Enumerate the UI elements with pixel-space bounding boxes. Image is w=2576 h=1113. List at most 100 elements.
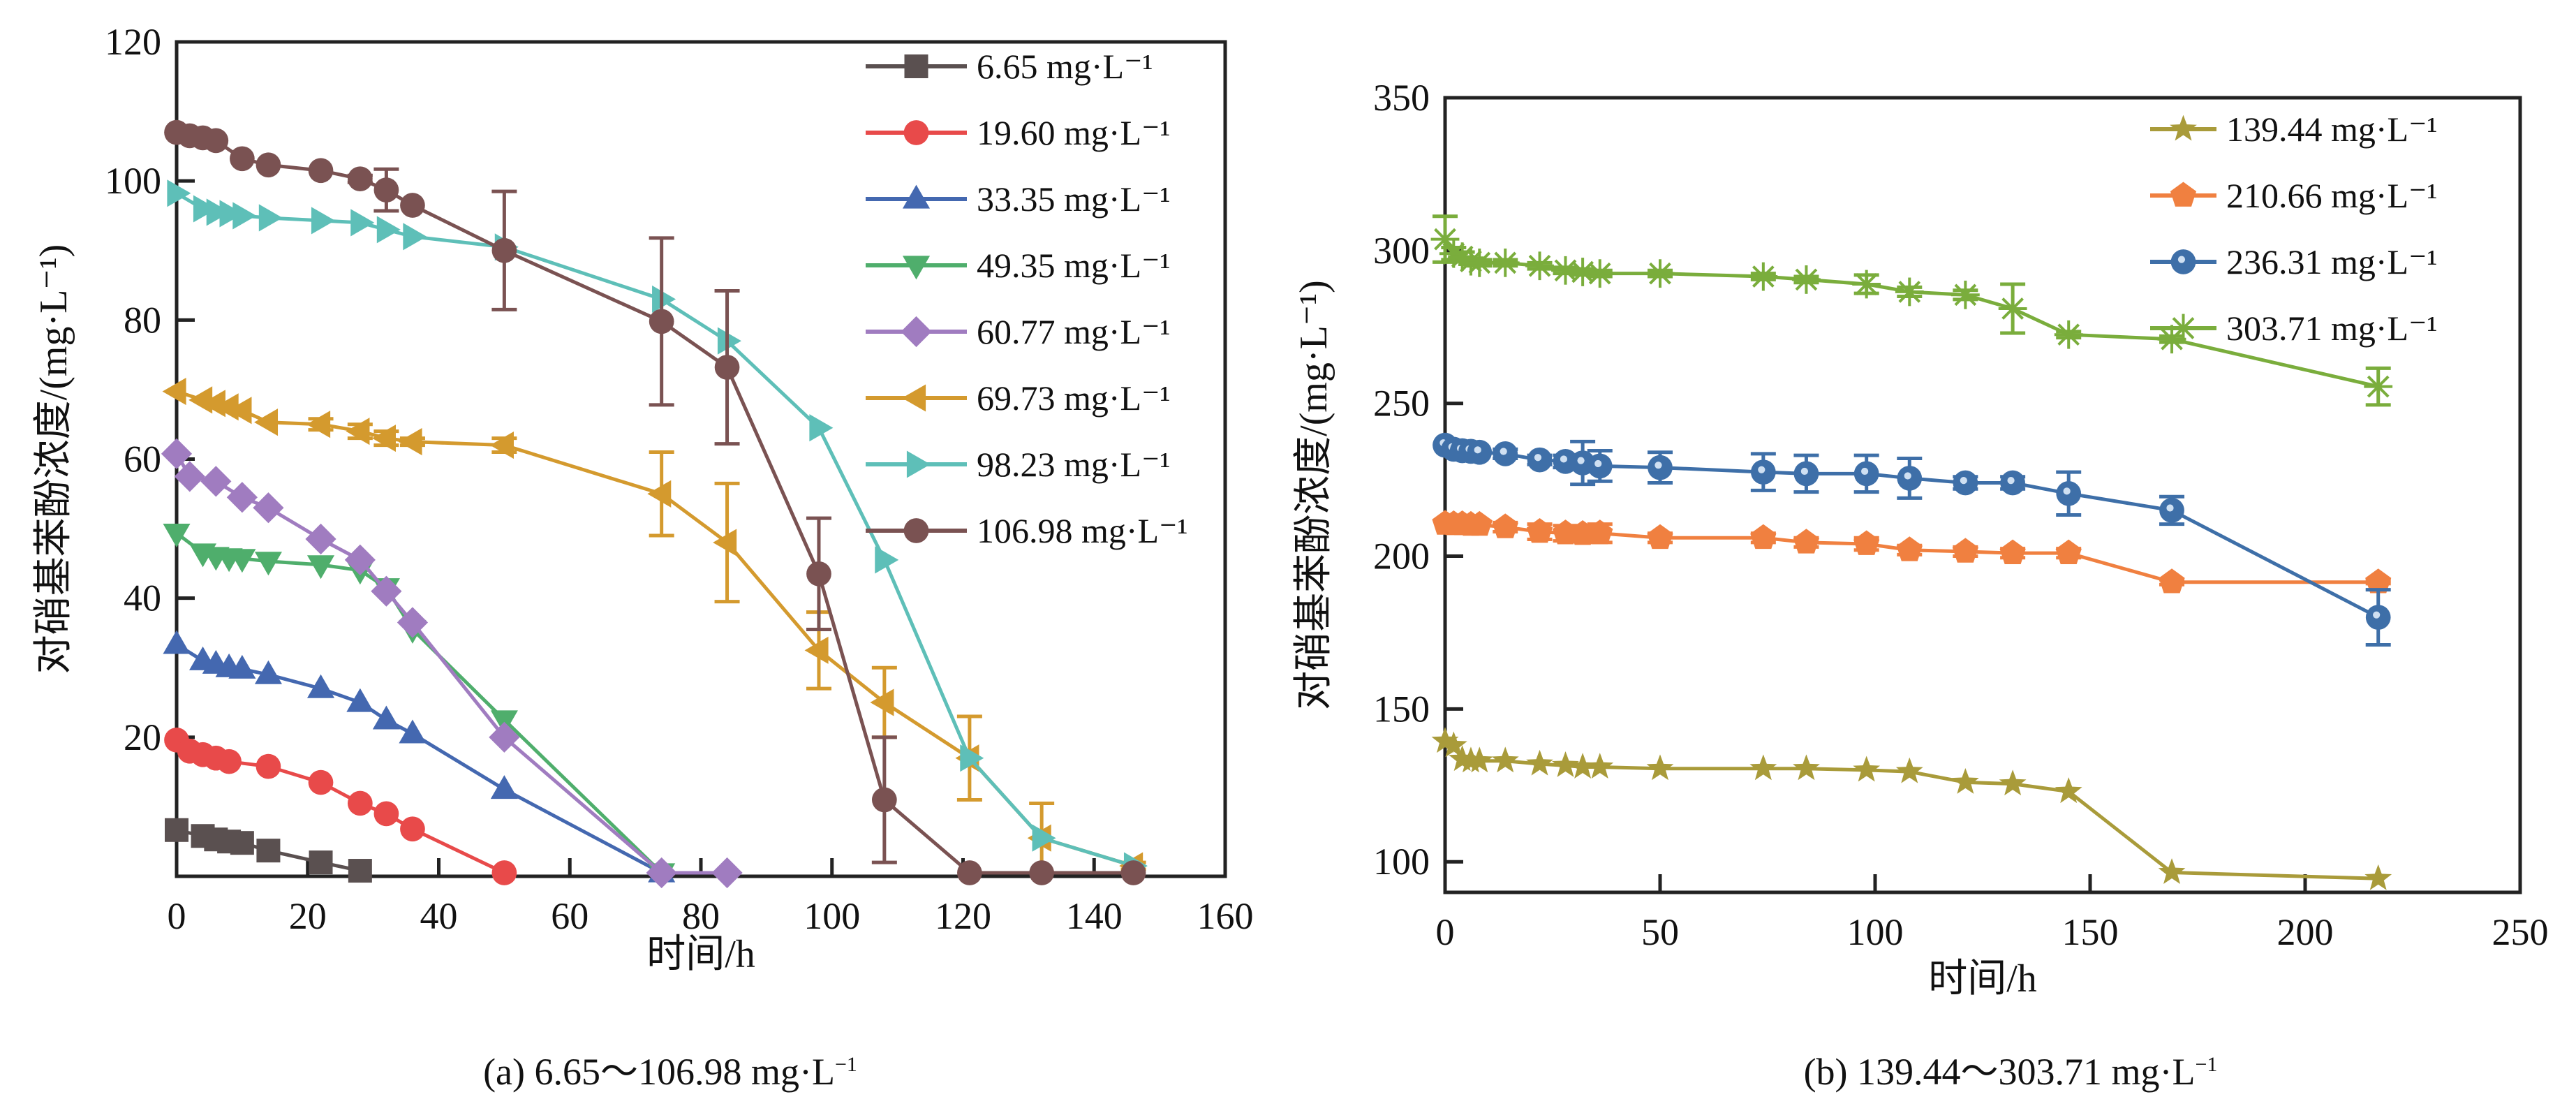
data-point xyxy=(376,216,401,244)
plot-frame xyxy=(1443,96,2522,894)
data-point xyxy=(1953,470,1978,496)
series-line xyxy=(176,131,1134,875)
data-point xyxy=(1525,251,1554,281)
data-point xyxy=(174,461,205,492)
caption-b: (b) 139.44～303.71 mg·L−1 xyxy=(1627,1040,2394,1096)
x-axis-label: 时间/h xyxy=(646,933,755,976)
data-point xyxy=(1569,753,1597,779)
data-point xyxy=(346,688,374,712)
series-4 xyxy=(1430,214,2393,407)
data-point xyxy=(646,857,677,889)
data-point xyxy=(2055,777,2082,804)
marker-highlight xyxy=(1577,457,1585,464)
data-point xyxy=(1465,746,1493,773)
data-point xyxy=(652,285,676,314)
data-point xyxy=(1587,519,1613,545)
series-6 xyxy=(162,378,1146,880)
caption-b-text: (b) 139.44～303.71 mg·L xyxy=(1803,1051,2196,1093)
legend-label: 6.65 mg·L⁻¹ xyxy=(977,47,1153,86)
data-point xyxy=(165,818,188,842)
marker-stroke xyxy=(1588,262,1611,285)
marker-stroke xyxy=(1434,228,1456,251)
series-8 xyxy=(164,119,1146,885)
data-point xyxy=(2365,568,2392,594)
series-2 xyxy=(1432,510,2392,594)
series-1 xyxy=(1431,727,2392,890)
x-tick-label: 250 xyxy=(2492,911,2549,953)
data-point xyxy=(806,561,831,587)
legend-item: 106.98 mg·L⁻¹ xyxy=(866,511,1187,550)
chart-b: 0 50 100 150 200 250 100 150 200 250 300 350 时间/h 对硝基… xyxy=(1292,77,2549,1001)
chart-a: 0 20 40 60 80 100 120 140 160 20 40 60 80 100 120 时间/h 对… xyxy=(32,21,1254,976)
legend-marker xyxy=(903,518,929,543)
data-point xyxy=(163,630,191,654)
marker-stroke xyxy=(1649,262,1671,285)
data-point xyxy=(1526,517,1553,543)
data-point xyxy=(1552,519,1579,545)
data-point xyxy=(1792,265,1821,294)
legend: 6.65 mg·L⁻¹ 19.60 mg·L⁻¹ 33.35 mg·L⁻¹ 49.35… xyxy=(866,47,1187,550)
y-tick-label: 350 xyxy=(1373,77,1430,119)
data-point xyxy=(713,529,737,556)
data-point xyxy=(230,831,254,855)
data-point xyxy=(228,549,256,573)
marker-stroke xyxy=(2367,375,2390,398)
legend-item: 303.71 mg·L⁻¹ xyxy=(2150,309,2437,348)
legend-item: 236.31 mg·L⁻¹ xyxy=(2150,242,2437,281)
legend-label: 139.44 mg·L⁻¹ xyxy=(2226,110,2437,149)
data-point xyxy=(2056,480,2082,506)
data-point xyxy=(1999,769,2027,796)
data-point xyxy=(256,753,281,779)
legend-item: 33.35 mg·L⁻¹ xyxy=(866,179,1170,219)
data-point xyxy=(254,552,282,576)
data-point xyxy=(216,749,242,774)
data-point xyxy=(870,688,894,716)
x-tick-label: 120 xyxy=(935,895,991,937)
data-point xyxy=(306,555,335,580)
data-point xyxy=(2364,372,2393,401)
data-point xyxy=(1951,768,1979,794)
data-point xyxy=(226,482,258,513)
legend-marker xyxy=(902,184,931,209)
data-point xyxy=(306,674,335,698)
data-point xyxy=(1568,258,1597,286)
data-point xyxy=(489,721,520,753)
data-point xyxy=(717,327,741,355)
data-point xyxy=(2364,864,2392,890)
series-line xyxy=(175,452,727,875)
y-tick-label: 120 xyxy=(105,21,161,63)
x-tick-label: 20 xyxy=(289,895,327,937)
x-tick-label: 200 xyxy=(2277,911,2334,953)
marker-highlight xyxy=(2007,476,2015,485)
marker-highlight xyxy=(1904,472,1911,480)
data-point xyxy=(960,744,984,772)
data-point xyxy=(2054,320,2083,349)
series-7 xyxy=(167,179,1148,880)
data-point xyxy=(403,223,427,251)
y-tick-label: 20 xyxy=(124,716,161,758)
data-point xyxy=(804,636,829,664)
marker-highlight xyxy=(2166,504,2174,512)
marker-highlight xyxy=(1500,448,1507,455)
data-point xyxy=(1490,248,1520,277)
data-point xyxy=(1793,529,1820,554)
legend-label: 303.71 mg·L⁻¹ xyxy=(2226,309,2437,348)
x-tick-label: 0 xyxy=(1436,911,1455,953)
marker-stroke xyxy=(2057,323,2080,346)
data-point xyxy=(230,146,255,172)
data-point xyxy=(1895,757,1923,783)
data-point xyxy=(1897,466,1923,491)
data-point xyxy=(308,158,334,184)
data-point xyxy=(400,193,425,218)
marker-highlight xyxy=(1655,462,1662,469)
legend-item: 60.77 mg·L⁻¹ xyxy=(866,312,1170,351)
marker-stroke xyxy=(1571,260,1594,283)
y-tick-label: 100 xyxy=(105,160,161,202)
legend-marker xyxy=(902,384,926,412)
marker-highlight xyxy=(2063,487,2071,495)
legend-label: 33.35 mg·L⁻¹ xyxy=(977,179,1170,219)
series-2 xyxy=(164,727,517,885)
marker-highlight xyxy=(1758,466,1766,473)
data-point xyxy=(188,386,213,414)
